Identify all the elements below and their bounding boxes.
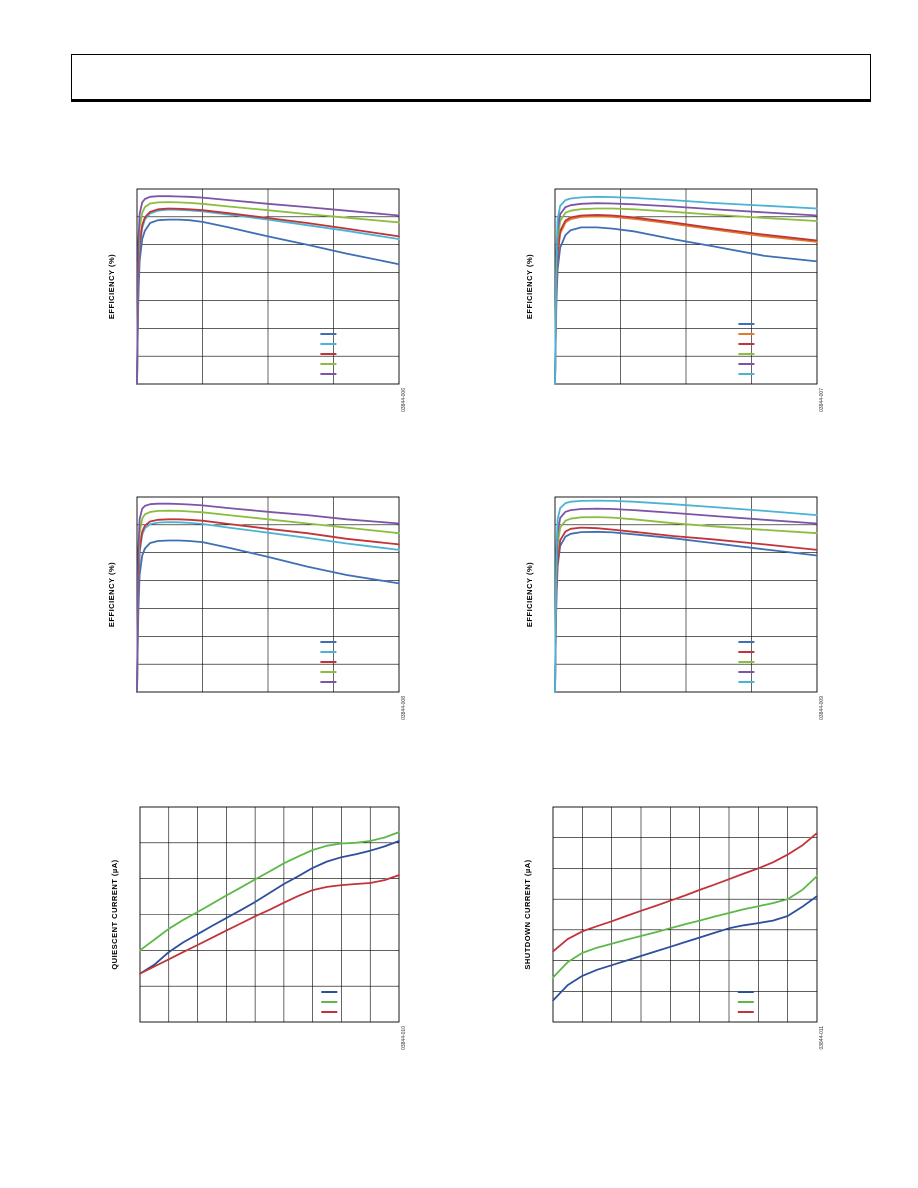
efficiency-plot-middle-right: EFFICIENCY (%) 03844-009 xyxy=(521,486,826,720)
plot-frame xyxy=(139,806,400,1023)
plot-frame xyxy=(552,806,818,1023)
series-line-1 xyxy=(552,895,818,1002)
plot-frame xyxy=(136,496,400,693)
y-axis-label: SHUTDOWN CURRENT (µA) xyxy=(523,859,532,969)
series-line-3 xyxy=(139,874,400,975)
shutdown-current-plot: SHUTDOWN CURRENT (µA) 03844-011 xyxy=(519,796,826,1050)
chart-svg: QUIESCENT CURRENT (µA) 03844-010 xyxy=(110,806,407,1050)
y-axis-label: EFFICIENCY (%) xyxy=(107,562,116,627)
grid xyxy=(555,189,817,384)
efficiency-plot-top-left: EFFICIENCY (%) 03844-006 xyxy=(103,178,408,412)
chart-svg: EFFICIENCY (%) 03844-008 xyxy=(107,496,407,720)
chart-svg: EFFICIENCY (%) 03844-006 xyxy=(107,188,407,412)
series-line-4 xyxy=(136,201,400,385)
chart-svg: EFFICIENCY (%) 03844-007 xyxy=(525,188,825,412)
page-header-box xyxy=(71,54,871,102)
figure-id: 03844-008 xyxy=(401,696,407,720)
figure-id: 03844-011 xyxy=(819,1026,825,1050)
grid xyxy=(137,189,399,384)
series-line-2 xyxy=(552,875,818,979)
series-line-2 xyxy=(139,831,400,952)
figure-id: 03844-007 xyxy=(819,388,825,412)
series-line-1 xyxy=(136,218,400,385)
figure-id: 03844-010 xyxy=(401,1026,407,1050)
series-line-3 xyxy=(136,207,400,385)
grid xyxy=(555,497,817,692)
chart-svg: SHUTDOWN CURRENT (µA) 03844-011 xyxy=(523,806,825,1050)
series-line-5 xyxy=(136,502,400,693)
series-line-3 xyxy=(552,832,818,953)
y-axis-label: QUIESCENT CURRENT (µA) xyxy=(110,859,119,969)
y-axis-label: EFFICIENCY (%) xyxy=(525,562,534,627)
plot-frame xyxy=(554,496,818,693)
figure-id: 03844-009 xyxy=(819,696,825,720)
series-line-4 xyxy=(136,509,400,693)
series-line-3 xyxy=(136,518,400,693)
grid xyxy=(553,807,817,1022)
chart-svg: EFFICIENCY (%) 03844-009 xyxy=(525,496,825,720)
y-axis-label: EFFICIENCY (%) xyxy=(107,254,116,319)
series-line-1 xyxy=(136,539,400,693)
efficiency-plot-top-right: EFFICIENCY (%) 03844-007 xyxy=(521,178,826,412)
series-line-5 xyxy=(136,195,400,385)
series-line-2 xyxy=(554,526,818,693)
grid xyxy=(140,807,399,1022)
grid xyxy=(137,497,399,692)
plot-frame xyxy=(136,188,400,385)
series-line-5 xyxy=(554,499,818,693)
figure-id: 03844-006 xyxy=(401,388,407,412)
series-line-6 xyxy=(554,195,818,385)
efficiency-plot-middle-left: EFFICIENCY (%) 03844-008 xyxy=(103,486,408,720)
series-line-1 xyxy=(139,840,400,975)
quiescent-current-plot: QUIESCENT CURRENT (µA) 03844-010 xyxy=(103,796,408,1050)
y-axis-label: EFFICIENCY (%) xyxy=(525,254,534,319)
plot-frame xyxy=(554,188,818,385)
